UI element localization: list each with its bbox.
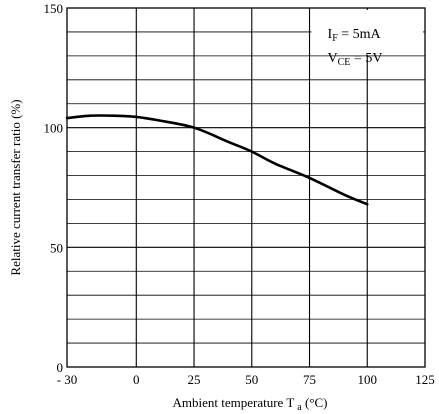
y-tick-label: 0 — [57, 360, 64, 375]
x-tick-label: - 30 — [57, 372, 78, 387]
x-tick-label: 125 — [415, 372, 435, 387]
x-axis-title: Ambient temperature T a (°C) — [172, 395, 327, 413]
x-tick-label: 75 — [303, 372, 316, 387]
condition-label: IF = 5mA — [328, 27, 382, 44]
y-tick-label: 150 — [44, 1, 64, 16]
plot-frame — [66, 7, 426, 368]
y-tick-labels: 0 50 100 150 — [44, 1, 64, 375]
conditions-box — [311, 10, 423, 55]
x-tick-label: 100 — [358, 372, 378, 387]
series-line — [65, 114, 369, 206]
grid-major — [67, 8, 425, 367]
y-axis-title: Relative current transfer ratio (%) — [8, 99, 23, 275]
x-tick-label: 50 — [245, 372, 258, 387]
x-tick-label: 0 — [133, 372, 140, 387]
x-tick-label: 25 — [188, 372, 201, 387]
y-tick-label: 100 — [44, 121, 64, 136]
conditions-legend: IF = 5mA VCE = 5V — [328, 27, 383, 68]
condition-label: VCE = 5V — [328, 51, 383, 68]
y-tick-label: 50 — [50, 240, 63, 255]
grid-minor — [67, 31, 425, 344]
x-tick-labels: - 30 0 25 50 75 100 125 — [57, 372, 435, 387]
